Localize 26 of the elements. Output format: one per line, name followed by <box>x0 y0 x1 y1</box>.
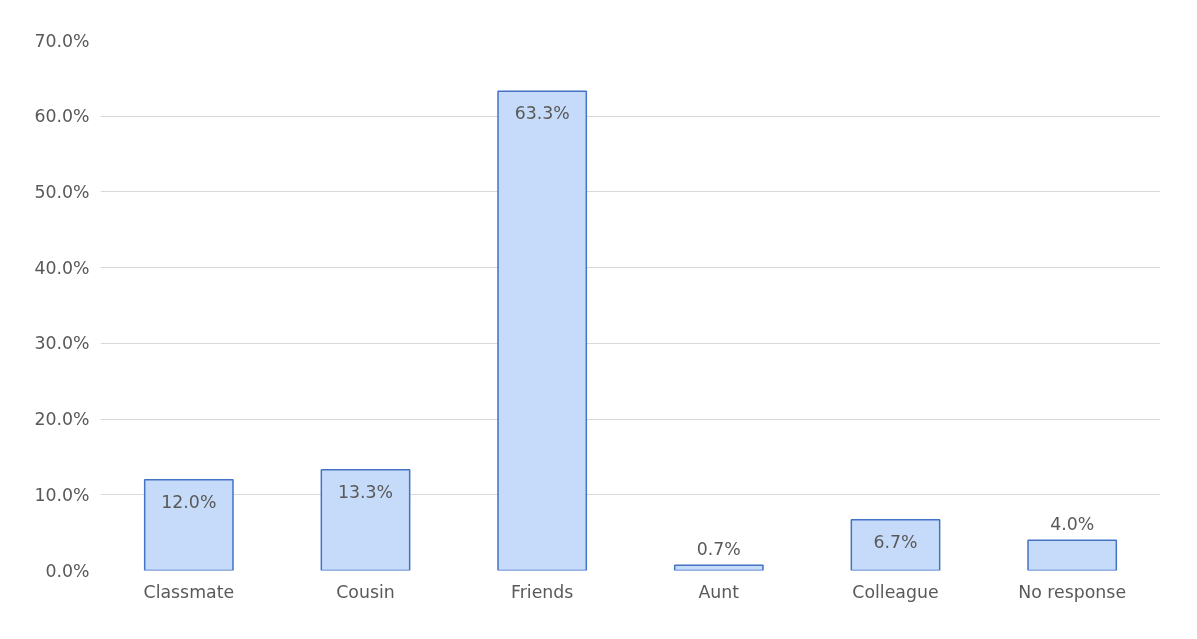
y-tick-label: 50.0% <box>34 181 90 202</box>
y-tick-label: 0.0% <box>45 560 90 581</box>
bar <box>673 564 764 571</box>
x-tick-label: No response <box>1018 581 1127 602</box>
x-tick-label: Classmate <box>143 581 235 602</box>
y-tick-label: 60.0% <box>34 106 90 127</box>
bar <box>1027 539 1118 571</box>
data-label: 12.0% <box>161 491 217 512</box>
y-tick-label: 10.0% <box>34 484 90 505</box>
y-tick-label: 30.0% <box>34 333 90 354</box>
data-label: 63.3% <box>514 103 570 124</box>
bar <box>143 478 234 571</box>
bar <box>320 469 411 571</box>
data-label: 0.7% <box>696 539 741 560</box>
bar <box>850 519 941 571</box>
x-tick-label: Aunt <box>698 581 740 602</box>
x-tick-label: Cousin <box>336 581 395 602</box>
x-tick-label: Colleague <box>852 581 939 602</box>
data-label: 4.0% <box>1050 514 1095 535</box>
data-label: 13.3% <box>337 481 394 502</box>
bar <box>497 90 588 571</box>
y-tick-label: 40.0% <box>34 257 90 278</box>
x-tick-label: Friends <box>511 581 574 602</box>
y-tick-label: 20.0% <box>34 409 90 430</box>
y-tick-label: 70.0% <box>34 30 90 51</box>
data-label: 6.7% <box>873 531 918 552</box>
